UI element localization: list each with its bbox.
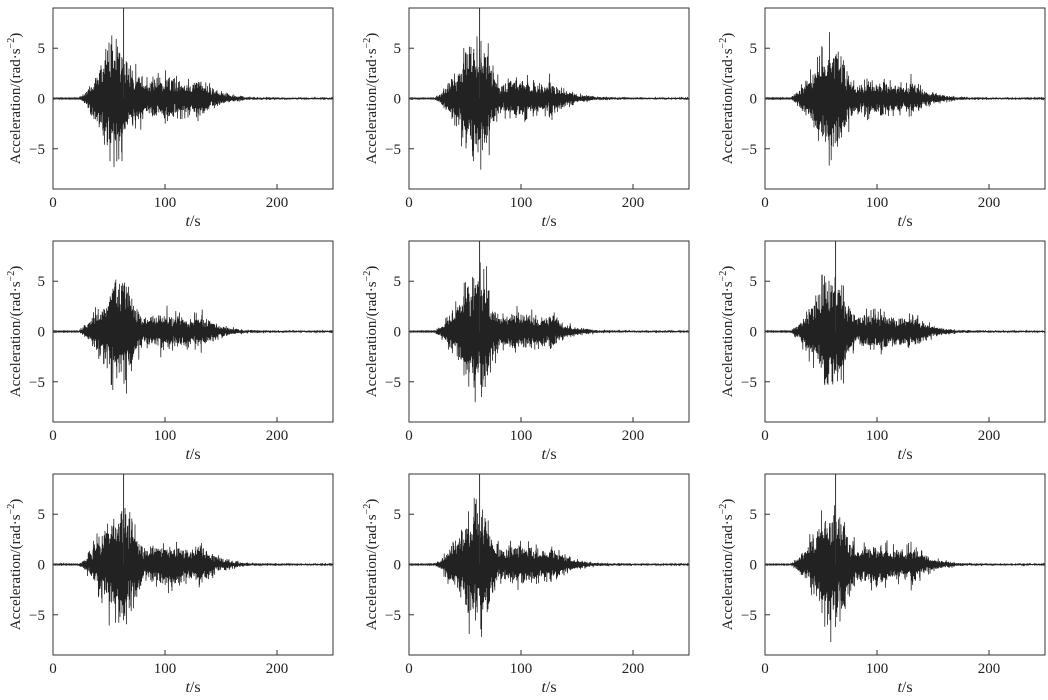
y-tick-label: 0 xyxy=(394,558,402,574)
x-tick-label: 100 xyxy=(154,661,177,677)
waveform-series xyxy=(52,35,334,168)
chart-panel-7: 0 100 200 5 0 −5 Acceleration/(rad·s−2) t/s xyxy=(0,466,349,699)
y-tick-label: 5 xyxy=(750,507,758,523)
waveform-series xyxy=(408,497,690,637)
x-tick-label: 200 xyxy=(266,661,289,677)
x-tick-label: 0 xyxy=(405,195,413,211)
chart-svg-7: 0 100 200 5 0 −5 Acceleration/(rad·s−2) t/s xyxy=(6,473,334,696)
chart-svg-8: 0 100 200 5 0 −5 Acceleration/(rad·s−2) t/s xyxy=(362,473,690,696)
waveform-series xyxy=(52,279,334,394)
y-tick-label: 0 xyxy=(394,92,402,108)
y-tick-label: −5 xyxy=(29,375,45,391)
x-tick-label: 0 xyxy=(49,428,57,444)
x-tick-label: 200 xyxy=(622,195,645,211)
y-axis-label: Acceleration/(rad·s−2) xyxy=(362,33,380,164)
y-tick-label: −5 xyxy=(385,142,401,158)
chart-panel-9: 0 100 200 5 0 −5 Acceleration/(rad·s−2) t/s xyxy=(712,466,1048,699)
y-tick-label: 0 xyxy=(394,325,402,341)
y-tick-label: −5 xyxy=(741,375,757,391)
x-tick-label: 100 xyxy=(510,195,533,211)
chart-svg-5: 0 100 200 5 0 −5 Acceleration/(rad·s−2) t/s xyxy=(362,240,690,463)
x-tick-label: 100 xyxy=(510,428,533,444)
chart-panel-8: 0 100 200 5 0 −5 Acceleration/(rad·s−2) t/s xyxy=(356,466,705,699)
x-tick-label: 0 xyxy=(405,661,413,677)
x-tick-label: 0 xyxy=(49,661,57,677)
y-tick-label: 0 xyxy=(38,558,46,574)
x-axis-label: t/s xyxy=(897,679,912,696)
y-tick-label: 0 xyxy=(38,325,46,341)
x-tick-label: 200 xyxy=(978,661,1001,677)
x-tick-label: 200 xyxy=(978,428,1001,444)
y-axis-label: Acceleration/(rad·s−2) xyxy=(718,266,736,397)
y-tick-label: −5 xyxy=(29,142,45,158)
chart-panel-3: 0 100 200 5 0 −5 Acceleration/(rad·s−2) t/s xyxy=(712,0,1048,233)
y-tick-label: 5 xyxy=(38,41,46,57)
x-tick-label: 100 xyxy=(866,195,889,211)
waveform-series xyxy=(52,507,334,626)
y-tick-label: 0 xyxy=(750,325,758,341)
x-tick-label: 0 xyxy=(405,428,413,444)
chart-panel-6: 0 100 200 5 0 −5 Acceleration/(rad·s−2) t/s xyxy=(712,233,1048,466)
x-tick-label: 100 xyxy=(866,428,889,444)
x-tick-label: 0 xyxy=(761,195,769,211)
x-tick-label: 0 xyxy=(49,195,57,211)
x-axis-label: t/s xyxy=(185,679,200,696)
chart-panel-2: 0 100 200 5 0 −5 Acceleration/(rad·s−2) t/s xyxy=(356,0,705,233)
chart-panel-1: 0 100 200 5 0 −5 Acceleration/(rad·s−2) t/s xyxy=(0,0,349,233)
chart-svg-2: 0 100 200 5 0 −5 Acceleration/(rad·s−2) t/s xyxy=(362,7,690,230)
y-tick-label: −5 xyxy=(741,142,757,158)
x-axis-label: t/s xyxy=(541,446,556,463)
chart-svg-4: 0 100 200 5 0 −5 Acceleration/(rad·s−2) t/s xyxy=(6,240,334,463)
x-tick-label: 0 xyxy=(761,661,769,677)
y-axis-label: Acceleration/(rad·s−2) xyxy=(6,499,24,630)
x-tick-label: 100 xyxy=(154,195,177,211)
x-tick-label: 200 xyxy=(622,661,645,677)
chart-svg-1: 0 100 200 5 0 −5 Acceleration/(rad·s−2) t/s xyxy=(6,7,334,230)
waveform-series xyxy=(408,36,690,170)
y-tick-label: 5 xyxy=(750,274,758,290)
chart-svg-9: 0 100 200 5 0 −5 Acceleration/(rad·s−2) t/s xyxy=(718,473,1046,696)
y-tick-label: 0 xyxy=(750,558,758,574)
x-axis-label: t/s xyxy=(541,679,556,696)
y-axis-label: Acceleration/(rad·s−2) xyxy=(718,499,736,630)
y-tick-label: 5 xyxy=(394,41,402,57)
chart-panel-5: 0 100 200 5 0 −5 Acceleration/(rad·s−2) t/s xyxy=(356,233,705,466)
x-tick-label: 100 xyxy=(510,661,533,677)
x-tick-label: 200 xyxy=(266,195,289,211)
y-tick-label: 5 xyxy=(38,274,46,290)
waveform-series xyxy=(764,274,1046,386)
y-tick-label: 5 xyxy=(38,507,46,523)
y-tick-label: 5 xyxy=(394,274,402,290)
x-tick-label: 0 xyxy=(761,428,769,444)
chart-svg-6: 0 100 200 5 0 −5 Acceleration/(rad·s−2) t/s xyxy=(718,240,1046,463)
y-axis-label: Acceleration/(rad·s−2) xyxy=(718,33,736,164)
waveform-series xyxy=(764,505,1046,642)
y-tick-label: 5 xyxy=(394,507,402,523)
x-tick-label: 100 xyxy=(154,428,177,444)
chart-svg-3: 0 100 200 5 0 −5 Acceleration/(rad·s−2) t/s xyxy=(718,7,1046,230)
y-tick-label: 0 xyxy=(38,92,46,108)
x-axis-label: t/s xyxy=(185,446,200,463)
y-axis-label: Acceleration/(rad·s−2) xyxy=(6,33,24,164)
y-tick-label: −5 xyxy=(385,375,401,391)
y-tick-label: 0 xyxy=(750,92,758,108)
y-tick-label: −5 xyxy=(385,608,401,624)
x-tick-label: 200 xyxy=(978,195,1001,211)
chart-panel-4: 0 100 200 5 0 −5 Acceleration/(rad·s−2) t/s xyxy=(0,233,349,466)
x-axis-label: t/s xyxy=(541,213,556,230)
waveform-series xyxy=(408,262,690,403)
x-tick-label: 200 xyxy=(266,428,289,444)
x-axis-label: t/s xyxy=(185,213,200,230)
y-axis-label: Acceleration/(rad·s−2) xyxy=(362,499,380,630)
y-axis-label: Acceleration/(rad·s−2) xyxy=(6,266,24,397)
y-tick-label: −5 xyxy=(29,608,45,624)
y-tick-label: −5 xyxy=(741,608,757,624)
x-tick-label: 100 xyxy=(866,661,889,677)
y-tick-label: 5 xyxy=(750,41,758,57)
y-axis-label: Acceleration/(rad·s−2) xyxy=(362,266,380,397)
x-axis-label: t/s xyxy=(897,213,912,230)
x-axis-label: t/s xyxy=(897,446,912,463)
x-tick-label: 200 xyxy=(622,428,645,444)
